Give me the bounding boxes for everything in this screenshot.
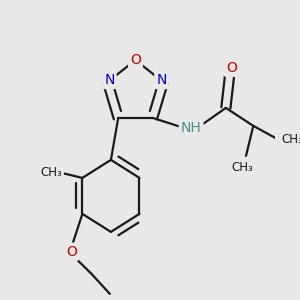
Text: O: O	[130, 53, 141, 67]
Text: O: O	[66, 245, 77, 259]
Text: CH₃: CH₃	[232, 161, 253, 174]
Text: CH₃: CH₃	[281, 134, 300, 146]
Text: NH: NH	[181, 121, 202, 135]
Text: N: N	[156, 73, 167, 87]
Text: N: N	[104, 73, 115, 87]
Text: O: O	[226, 61, 237, 75]
Text: CH₃: CH₃	[40, 167, 62, 179]
